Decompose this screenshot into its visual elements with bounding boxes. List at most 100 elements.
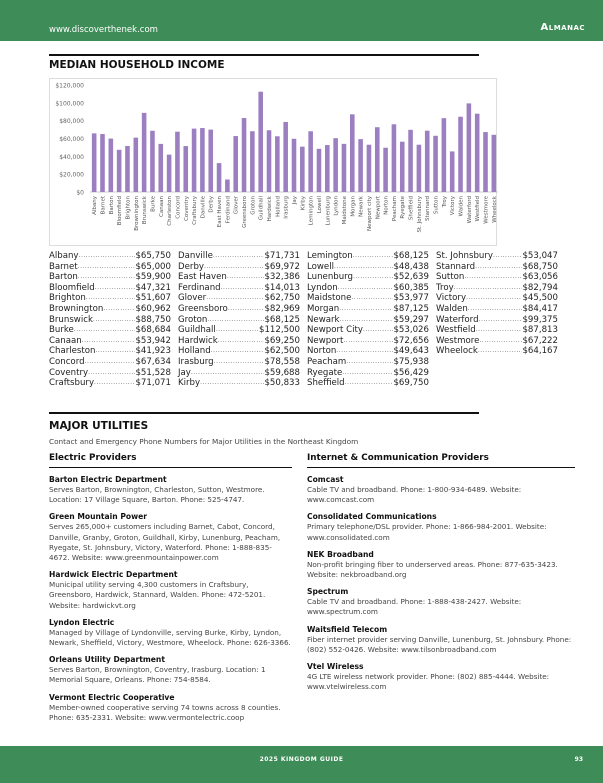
- town-name: Ryegate: [307, 367, 343, 378]
- x-tick-label: Westfield: [475, 196, 481, 221]
- income-row: Morgan $87,125: [307, 304, 429, 315]
- income-value: $62,500: [264, 346, 300, 357]
- provider-entry: Consolidated Communications Primary telep…: [307, 512, 575, 542]
- income-row: Walden $84,417: [436, 304, 558, 315]
- provider-name: Barton Electric Department: [49, 475, 167, 484]
- x-tick-label: Lunenburg: [325, 196, 331, 225]
- town-name: Burke: [49, 325, 74, 336]
- bar: [358, 139, 363, 192]
- x-tick-label: Holland: [275, 196, 281, 217]
- section-label: Almanac: [540, 22, 585, 33]
- income-row: Craftsbury $71,071: [49, 378, 171, 389]
- bar-chart: $0 $20,000 $40,000 $60,000 $80,000 $100,000 $1…: [55, 83, 498, 232]
- income-row: Derby $69,972: [178, 262, 300, 273]
- x-tick-label: Guildhall: [259, 196, 265, 221]
- town-name: Charleston: [49, 346, 96, 357]
- bar: [175, 131, 180, 192]
- x-tick-label: Westmore: [484, 195, 490, 223]
- income-value: $71,731: [264, 251, 300, 261]
- x-tick-label: Greensboro: [242, 195, 248, 228]
- provider-name: Spectrum: [307, 587, 349, 597]
- town-name: Craftsbury: [49, 378, 95, 389]
- bar: [183, 146, 189, 192]
- income-value: $68,684: [135, 325, 171, 336]
- leader-dots: [454, 283, 523, 294]
- leader-dots: [228, 304, 265, 315]
- electric-heading: Electric Providers: [49, 453, 292, 468]
- town-name: Barnet: [49, 261, 78, 272]
- leader-dots: [340, 315, 394, 326]
- x-tick-label: Albany: [92, 195, 98, 215]
- provider-description: Serves Barton, Brownington, Coventry, Ir…: [49, 665, 266, 685]
- x-tick-label: Sheffield: [409, 196, 415, 220]
- leader-dots: [95, 346, 135, 357]
- provider-name: NEK Broadband: [307, 549, 374, 559]
- income-value: $68,125: [264, 314, 300, 325]
- town-name: Hardwick: [178, 335, 218, 346]
- income-row: Brunswick $88,750: [49, 315, 171, 326]
- income-value: $59,297: [393, 314, 429, 325]
- town-name: Peacham: [307, 356, 347, 367]
- income-value: $45,500: [522, 293, 558, 304]
- provider-entry: Comcast Cable TV and broadband. Phone: 1-…: [307, 475, 575, 505]
- leader-dots: [85, 357, 136, 368]
- provider-name: Waitsfield Telecom: [307, 624, 388, 634]
- bar: [449, 151, 455, 192]
- bar: [333, 138, 338, 192]
- leader-dots: [338, 283, 394, 294]
- provider-description: Serves Barton, Brownington, Charleston, …: [49, 485, 265, 505]
- town-name: Maidstone: [307, 293, 352, 304]
- x-tick-label: Bloomfield: [117, 196, 123, 225]
- income-value: $84,417: [522, 303, 558, 314]
- leader-dots: [464, 272, 522, 283]
- town-name: Morgan: [307, 303, 340, 314]
- x-tick-label: Maidstone: [342, 195, 348, 224]
- income-value: $65,750: [135, 251, 171, 261]
- provider-name: Orleans Utility Department: [49, 655, 165, 665]
- income-value: $60,962: [135, 303, 171, 314]
- x-tick-label: Troy: [442, 195, 448, 208]
- income-row: Newark $59,297: [307, 315, 429, 326]
- x-tick-label: Sutton: [434, 196, 440, 215]
- income-value: $64,167: [522, 346, 558, 357]
- y-tick-label: $20,000: [59, 172, 84, 179]
- income-value: $87,125: [393, 303, 429, 314]
- income-value: $60,385: [393, 282, 429, 293]
- x-tick-label: Brighton: [125, 195, 131, 219]
- income-value: $53,977: [393, 293, 429, 304]
- income-row: Westmore $67,222: [436, 336, 558, 347]
- income-value: $67,222: [522, 335, 558, 346]
- leader-dots: [468, 304, 523, 315]
- income-row: Greensboro $82,969: [178, 304, 300, 315]
- town-name: Barton: [49, 272, 78, 283]
- x-tick-label: Craftsbury: [192, 195, 198, 225]
- income-row: Newport $72,656: [307, 336, 429, 347]
- guide-name: 2025 KINGDOM GUIDE: [259, 756, 344, 763]
- income-value: $78,558: [264, 356, 300, 367]
- leader-dots: [213, 251, 265, 262]
- town-name: Kirby: [178, 378, 201, 389]
- income-row: Norton $49,643: [307, 346, 429, 357]
- x-tick-label: Victory: [450, 195, 456, 215]
- y-tick-label: $100,000: [55, 100, 84, 107]
- bar: [433, 135, 438, 192]
- income-row: Lemington $68,125: [307, 251, 429, 262]
- page-header: www.discoverthenek.com Almanac: [0, 0, 603, 41]
- income-value: $56,429: [393, 367, 429, 378]
- x-tick-label: Norton: [384, 195, 390, 214]
- utilities-title: MAJOR UTILITIES: [49, 420, 149, 432]
- income-row: Barton $59,900: [49, 272, 171, 283]
- income-row: Ryegate $56,429: [307, 368, 429, 379]
- x-tick-label: Lemington: [309, 195, 315, 225]
- income-value: $68,125: [393, 251, 429, 261]
- income-row: Jay $59,688: [178, 368, 300, 379]
- provider-description: Non-profit bringing fiber to underserved…: [307, 559, 558, 580]
- bar: [133, 137, 139, 192]
- income-row: Wheelock $64,167: [436, 346, 558, 357]
- x-tick-label: St. Johnsbury: [417, 195, 423, 232]
- site-url[interactable]: www.discoverthenek.com: [49, 25, 158, 35]
- leader-dots: [351, 293, 393, 304]
- provider-entry: Waitsfield Telecom Fiber internet provide…: [307, 625, 575, 655]
- leader-dots: [339, 304, 393, 315]
- bar: [424, 130, 430, 192]
